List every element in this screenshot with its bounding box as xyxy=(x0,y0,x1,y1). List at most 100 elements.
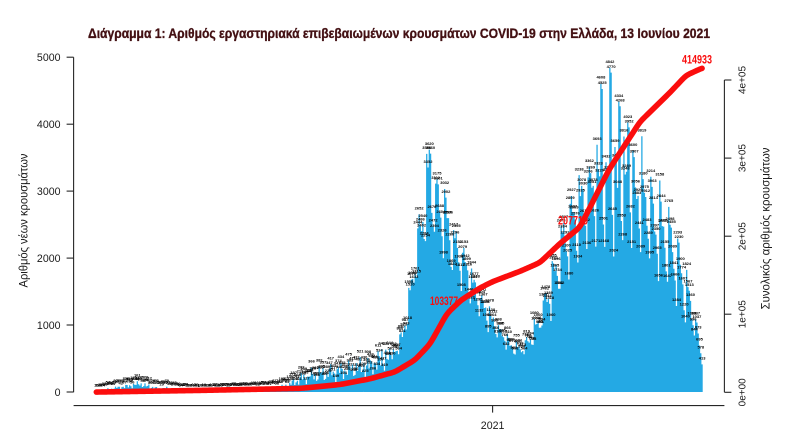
svg-text:3112: 3112 xyxy=(431,175,440,180)
svg-text:2486: 2486 xyxy=(416,217,426,222)
svg-text:1934: 1934 xyxy=(573,254,583,259)
svg-text:890: 890 xyxy=(398,324,405,329)
svg-text:564: 564 xyxy=(521,345,528,350)
svg-text:79: 79 xyxy=(117,378,122,383)
svg-text:48: 48 xyxy=(152,380,157,385)
svg-text:105: 105 xyxy=(291,376,298,381)
svg-text:38: 38 xyxy=(243,381,248,386)
svg-text:784: 784 xyxy=(527,331,534,336)
svg-text:29: 29 xyxy=(159,381,164,386)
svg-text:1040: 1040 xyxy=(681,314,691,319)
svg-text:2266: 2266 xyxy=(445,232,455,237)
svg-text:139: 139 xyxy=(286,374,293,379)
svg-text:1132: 1132 xyxy=(475,307,484,312)
svg-text:1633: 1633 xyxy=(409,274,419,279)
svg-text:Διάγραμμα 1: Αριθμός εργαστηρι: Διάγραμμα 1: Αριθμός εργαστηριακά επιβεβ… xyxy=(88,26,710,42)
svg-text:1066: 1066 xyxy=(482,312,492,317)
svg-text:352: 352 xyxy=(366,360,373,365)
svg-text:3248: 3248 xyxy=(621,166,631,171)
svg-text:1520: 1520 xyxy=(406,281,416,286)
svg-text:1869: 1869 xyxy=(447,258,457,263)
svg-text:1761: 1761 xyxy=(411,265,421,270)
svg-text:22: 22 xyxy=(220,382,225,387)
svg-text:347: 347 xyxy=(326,360,333,365)
svg-text:27: 27 xyxy=(171,381,176,386)
svg-text:31: 31 xyxy=(240,381,245,386)
svg-text:987: 987 xyxy=(402,317,409,322)
svg-text:251: 251 xyxy=(329,366,336,371)
svg-text:0e+00: 0e+00 xyxy=(738,378,749,407)
svg-text:699: 699 xyxy=(508,336,515,341)
svg-text:3063: 3063 xyxy=(648,178,658,183)
svg-text:573: 573 xyxy=(510,345,517,350)
svg-text:641: 641 xyxy=(379,340,386,345)
svg-text:594: 594 xyxy=(518,343,525,348)
svg-text:2483: 2483 xyxy=(643,217,653,222)
svg-text:1805: 1805 xyxy=(550,262,560,267)
svg-text:1478: 1478 xyxy=(541,284,551,289)
svg-text:1360: 1360 xyxy=(686,292,696,297)
svg-text:3323: 3323 xyxy=(594,161,604,166)
svg-text:564: 564 xyxy=(395,345,402,350)
svg-text:2000: 2000 xyxy=(37,253,61,265)
svg-text:2927: 2927 xyxy=(567,187,577,192)
svg-text:25: 25 xyxy=(248,382,253,387)
svg-text:2469: 2469 xyxy=(659,218,669,223)
svg-text:1689: 1689 xyxy=(408,270,418,275)
svg-text:3432: 3432 xyxy=(602,153,612,158)
svg-text:74: 74 xyxy=(140,378,145,383)
svg-text:2975: 2975 xyxy=(640,184,650,189)
svg-text:961: 961 xyxy=(537,319,544,324)
svg-text:1938: 1938 xyxy=(454,253,464,258)
svg-text:21: 21 xyxy=(180,382,185,387)
svg-text:3214: 3214 xyxy=(646,168,656,173)
svg-text:14: 14 xyxy=(179,382,184,387)
svg-text:681: 681 xyxy=(516,338,523,343)
svg-text:112: 112 xyxy=(146,376,153,381)
svg-text:56: 56 xyxy=(273,380,278,385)
svg-text:3051: 3051 xyxy=(587,179,597,184)
svg-text:12: 12 xyxy=(195,382,200,387)
svg-text:188: 188 xyxy=(311,371,318,376)
svg-text:703: 703 xyxy=(530,336,537,341)
svg-text:1060: 1060 xyxy=(534,312,544,317)
svg-text:983: 983 xyxy=(491,317,498,322)
svg-text:86: 86 xyxy=(286,377,291,382)
svg-text:2268: 2268 xyxy=(618,231,628,236)
svg-text:1607: 1607 xyxy=(678,276,688,281)
svg-text:171: 171 xyxy=(289,372,296,377)
svg-text:3e+05: 3e+05 xyxy=(738,144,749,173)
svg-text:434: 434 xyxy=(371,354,378,359)
svg-text:240: 240 xyxy=(350,367,357,372)
svg-text:4608: 4608 xyxy=(596,75,606,80)
svg-text:2596: 2596 xyxy=(444,209,454,214)
svg-text:1112: 1112 xyxy=(489,309,498,314)
svg-text:59: 59 xyxy=(162,379,167,384)
svg-text:116: 116 xyxy=(135,375,142,380)
svg-text:1816: 1816 xyxy=(463,262,473,267)
svg-text:30: 30 xyxy=(170,381,175,386)
svg-text:80: 80 xyxy=(113,378,118,383)
svg-text:35: 35 xyxy=(259,381,264,386)
svg-text:282: 282 xyxy=(298,364,305,369)
svg-text:345: 345 xyxy=(339,360,346,365)
svg-text:Αριθμός νέων κρουσμάτων: Αριθμός νέων κρουσμάτων xyxy=(17,154,31,288)
svg-text:290: 290 xyxy=(343,364,350,369)
svg-text:2025: 2025 xyxy=(563,248,573,253)
svg-text:103377: 103377 xyxy=(430,294,458,308)
svg-text:3507: 3507 xyxy=(630,148,640,153)
svg-text:105: 105 xyxy=(124,376,131,381)
svg-text:228: 228 xyxy=(306,368,313,373)
svg-text:3352: 3352 xyxy=(424,159,434,164)
svg-text:101: 101 xyxy=(126,376,133,381)
svg-text:2477: 2477 xyxy=(658,217,668,222)
svg-text:20: 20 xyxy=(222,382,227,387)
svg-text:50: 50 xyxy=(148,380,153,385)
svg-text:38: 38 xyxy=(108,381,113,386)
svg-text:9: 9 xyxy=(200,383,203,388)
svg-text:17: 17 xyxy=(191,382,196,387)
svg-text:49: 49 xyxy=(271,380,276,385)
svg-text:35: 35 xyxy=(253,381,258,386)
svg-text:90: 90 xyxy=(281,377,286,382)
svg-text:73: 73 xyxy=(120,378,125,383)
